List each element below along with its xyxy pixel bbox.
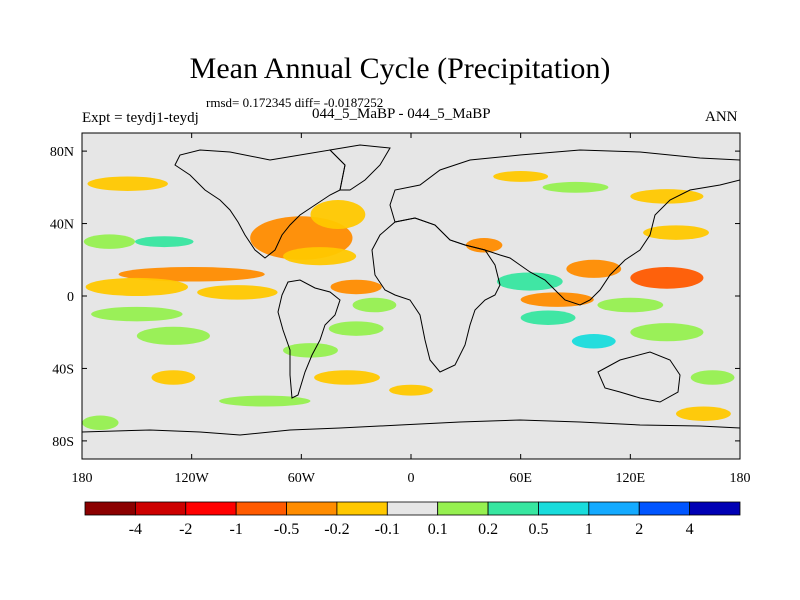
anomaly-patch <box>597 297 664 313</box>
anomaly-patch <box>136 326 210 345</box>
anomaly-patch <box>571 334 616 349</box>
anomaly-patch <box>91 306 183 322</box>
colorbar-level-label: -4 <box>129 521 142 538</box>
chart-title: Mean Annual Cycle (Precipitation) <box>189 52 611 85</box>
anomaly-patch <box>520 292 594 307</box>
anomaly-patch <box>566 259 622 278</box>
colorbar-swatch <box>638 501 691 516</box>
colorbar-level-label: 0.5 <box>528 521 548 538</box>
y-axis: 80N 40N 0 40S 80S <box>50 145 740 450</box>
south-america-coastline <box>277 279 341 399</box>
anomaly-patch <box>310 200 366 229</box>
anomaly-patch <box>328 321 384 336</box>
eurasia-coastline <box>389 149 740 306</box>
anomaly-patch <box>83 234 136 249</box>
anomaly-patch <box>690 370 735 385</box>
colorbar-level-label: -2 <box>179 521 192 538</box>
anomaly-patch <box>389 384 433 396</box>
season-label: ANN <box>705 109 738 125</box>
y-tick-label: 80N <box>50 145 74 160</box>
x-tick-label: 120W <box>175 471 210 486</box>
colorbar-swatch <box>286 501 338 516</box>
colorbar-swatch <box>134 501 187 516</box>
anomaly-patch <box>118 267 265 282</box>
y-tick-label: 40S <box>52 362 74 377</box>
anomaly-layer <box>82 171 735 431</box>
anomaly-patch <box>82 415 119 431</box>
australia-coastline <box>597 351 681 403</box>
anomaly-patch <box>465 238 503 253</box>
anomaly-patch <box>314 370 380 385</box>
stats-label: rmsd= 0.172345 diff= -0.0187252 <box>206 95 384 110</box>
colorbar-level-label: 4 <box>686 521 694 538</box>
anomaly-patch <box>643 225 709 240</box>
anomaly-patch <box>630 267 704 289</box>
colorbar-swatch <box>588 501 640 516</box>
x-tick-label: 60W <box>288 471 316 486</box>
y-tick-label: 80S <box>52 435 74 450</box>
colorbar-level-label: -0.1 <box>375 521 400 538</box>
y-tick-label: 0 <box>67 290 74 305</box>
anomaly-patch <box>352 297 397 313</box>
colorbar-level-label: 0.1 <box>428 521 448 538</box>
colorbar-swatch <box>84 501 136 516</box>
run-comparison-label: 044_5_MaBP - 044_5_MaBP <box>312 106 491 122</box>
greenland-coastline <box>328 144 391 191</box>
anomaly-patch <box>85 277 189 297</box>
colorbar-swatch <box>386 501 439 516</box>
x-tick-label: 0 <box>408 471 415 486</box>
colorbar-level-label: 0.2 <box>478 521 498 538</box>
anomaly-patch <box>219 395 311 407</box>
anomaly-patch <box>630 323 704 342</box>
colorbar-swatch <box>487 501 539 516</box>
colorbar-level-label: -0.2 <box>324 521 349 538</box>
experiment-label: Expt = teydj1-teydj <box>82 110 199 126</box>
colorbar-level-label: 1 <box>585 521 593 538</box>
x-tick-label: 180 <box>730 471 751 486</box>
colorbar: -4 -2 -1 -0.5 -0.2 -0.1 0.1 0.2 0.5 1 2 4 <box>84 501 741 538</box>
colorbar-level-label: -1 <box>229 521 242 538</box>
colorbar-swatch <box>185 501 237 516</box>
north-america-coastline <box>174 149 346 259</box>
anomaly-patch <box>630 189 704 204</box>
anomaly-patch <box>493 171 549 182</box>
anomaly-patch <box>87 176 168 191</box>
anomaly-patch <box>151 370 196 385</box>
anomaly-patch <box>197 285 278 300</box>
x-tick-label: 60E <box>509 471 532 486</box>
antarctica-coastline <box>82 419 740 436</box>
anomaly-patch <box>496 272 563 291</box>
colorbar-level-label: 2 <box>635 521 643 538</box>
colorbar-level-label: -0.5 <box>274 521 299 538</box>
anomaly-patch <box>520 310 576 325</box>
anomaly-patch <box>676 406 731 421</box>
anomaly-patch <box>135 236 194 248</box>
anomaly-patch <box>542 181 609 193</box>
coastlines <box>82 144 740 436</box>
x-axis: 180 120W 60W 0 60E 120E 180 <box>72 133 751 486</box>
colorbar-swatch <box>437 501 489 516</box>
x-tick-label: 180 <box>72 471 93 486</box>
anomaly-patch <box>283 343 338 358</box>
colorbar-swatch <box>689 501 741 516</box>
anomaly-patch <box>330 279 382 295</box>
y-tick-label: 40N <box>50 218 74 233</box>
map-background <box>82 133 740 459</box>
anomaly-patch <box>283 247 357 266</box>
colorbar-swatch <box>538 501 590 516</box>
x-tick-label: 120E <box>616 471 646 486</box>
colorbar-swatch <box>235 501 287 516</box>
colorbar-swatch <box>336 501 388 516</box>
